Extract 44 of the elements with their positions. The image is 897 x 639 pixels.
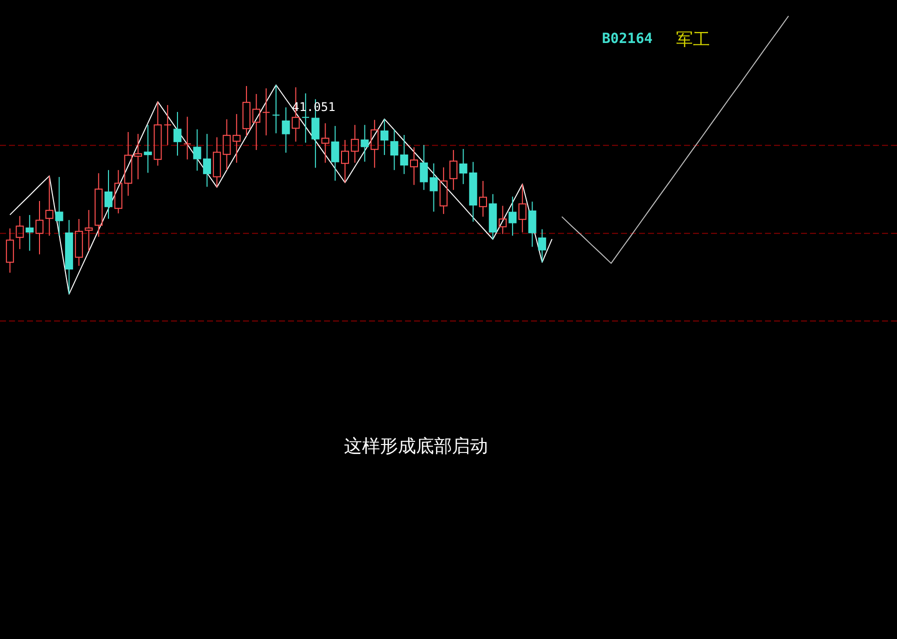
- candlestick: [183, 116, 192, 160]
- candlestick: [518, 184, 526, 233]
- candlestick: [203, 133, 212, 188]
- candlestick: [84, 209, 93, 252]
- candlestick: [45, 175, 54, 236]
- candlestick: [35, 200, 44, 255]
- candlestick: [212, 136, 221, 188]
- candlestick: [508, 196, 517, 236]
- candlestick: [242, 86, 250, 136]
- candlestick: [360, 124, 369, 162]
- candlestick: [74, 218, 83, 266]
- candlestick: [331, 125, 340, 182]
- candlestick: [173, 111, 182, 156]
- candlestick: [449, 150, 458, 190]
- candlestick: [498, 205, 507, 235]
- candlestick: [94, 172, 103, 238]
- candlestick: [65, 220, 74, 295]
- candlestick: [16, 216, 24, 250]
- candlestick: [282, 106, 290, 154]
- candlestick: [144, 124, 152, 174]
- candlestick: [370, 119, 379, 168]
- candlestick: [272, 84, 280, 134]
- candlestick: [380, 118, 388, 156]
- candlestick: [6, 228, 14, 274]
- candlestick: [341, 139, 350, 184]
- candlestick: [488, 194, 497, 240]
- chart-subtitle: 军工: [676, 30, 710, 50]
- candlestick: [262, 88, 270, 136]
- candlestick: [440, 166, 448, 214]
- candlestick: [528, 201, 536, 248]
- candlestick: [193, 128, 202, 172]
- chart-title: B02164: [602, 31, 653, 47]
- text: 这样形成底部启动: [344, 436, 488, 457]
- candlestick: [538, 228, 546, 263]
- candlestick: [321, 122, 330, 164]
- candlestick: [478, 180, 487, 218]
- candlestick: [26, 214, 34, 252]
- candlestick: [350, 124, 359, 164]
- candlestick: [104, 170, 112, 220]
- candlestick: [134, 133, 142, 180]
- candlestick: [164, 104, 172, 146]
- candlestick: [410, 146, 418, 186]
- candlestick: [55, 176, 64, 236]
- candlestick: [252, 93, 260, 150]
